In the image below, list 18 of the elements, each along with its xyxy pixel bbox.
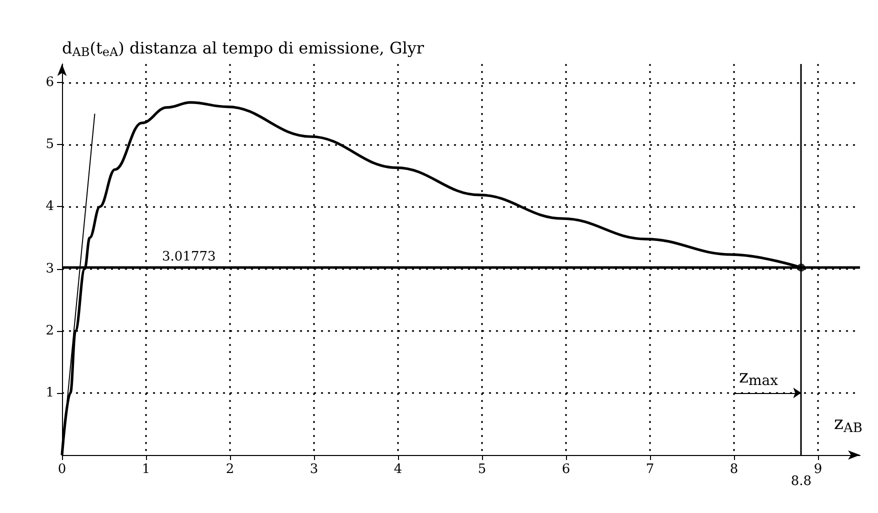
y-tick-label: 1 [46,385,54,400]
x-tick-label: 3 [310,462,318,477]
x-tick-label: 9 [814,462,822,477]
x-tick-label: 4 [394,462,402,477]
ref-line-label: 8.8 [790,474,812,489]
y-tick-label: 6 [46,75,54,90]
x-tick-label: 7 [646,462,654,477]
x-tick-label: 6 [562,462,570,477]
y-tick-label: 5 [46,137,54,152]
x-tick-label: 1 [142,462,150,477]
y-tick-label: 4 [46,199,54,214]
ref-line-label: 3.01773 [162,250,216,265]
x-tick-label: 0 [58,462,66,477]
y-tick-label: 3 [46,261,54,276]
y-tick-label: 2 [46,323,54,338]
x-tick-label: 2 [226,462,234,477]
x-tick-label: 8 [730,462,738,477]
x-tick-label: 5 [478,462,486,477]
